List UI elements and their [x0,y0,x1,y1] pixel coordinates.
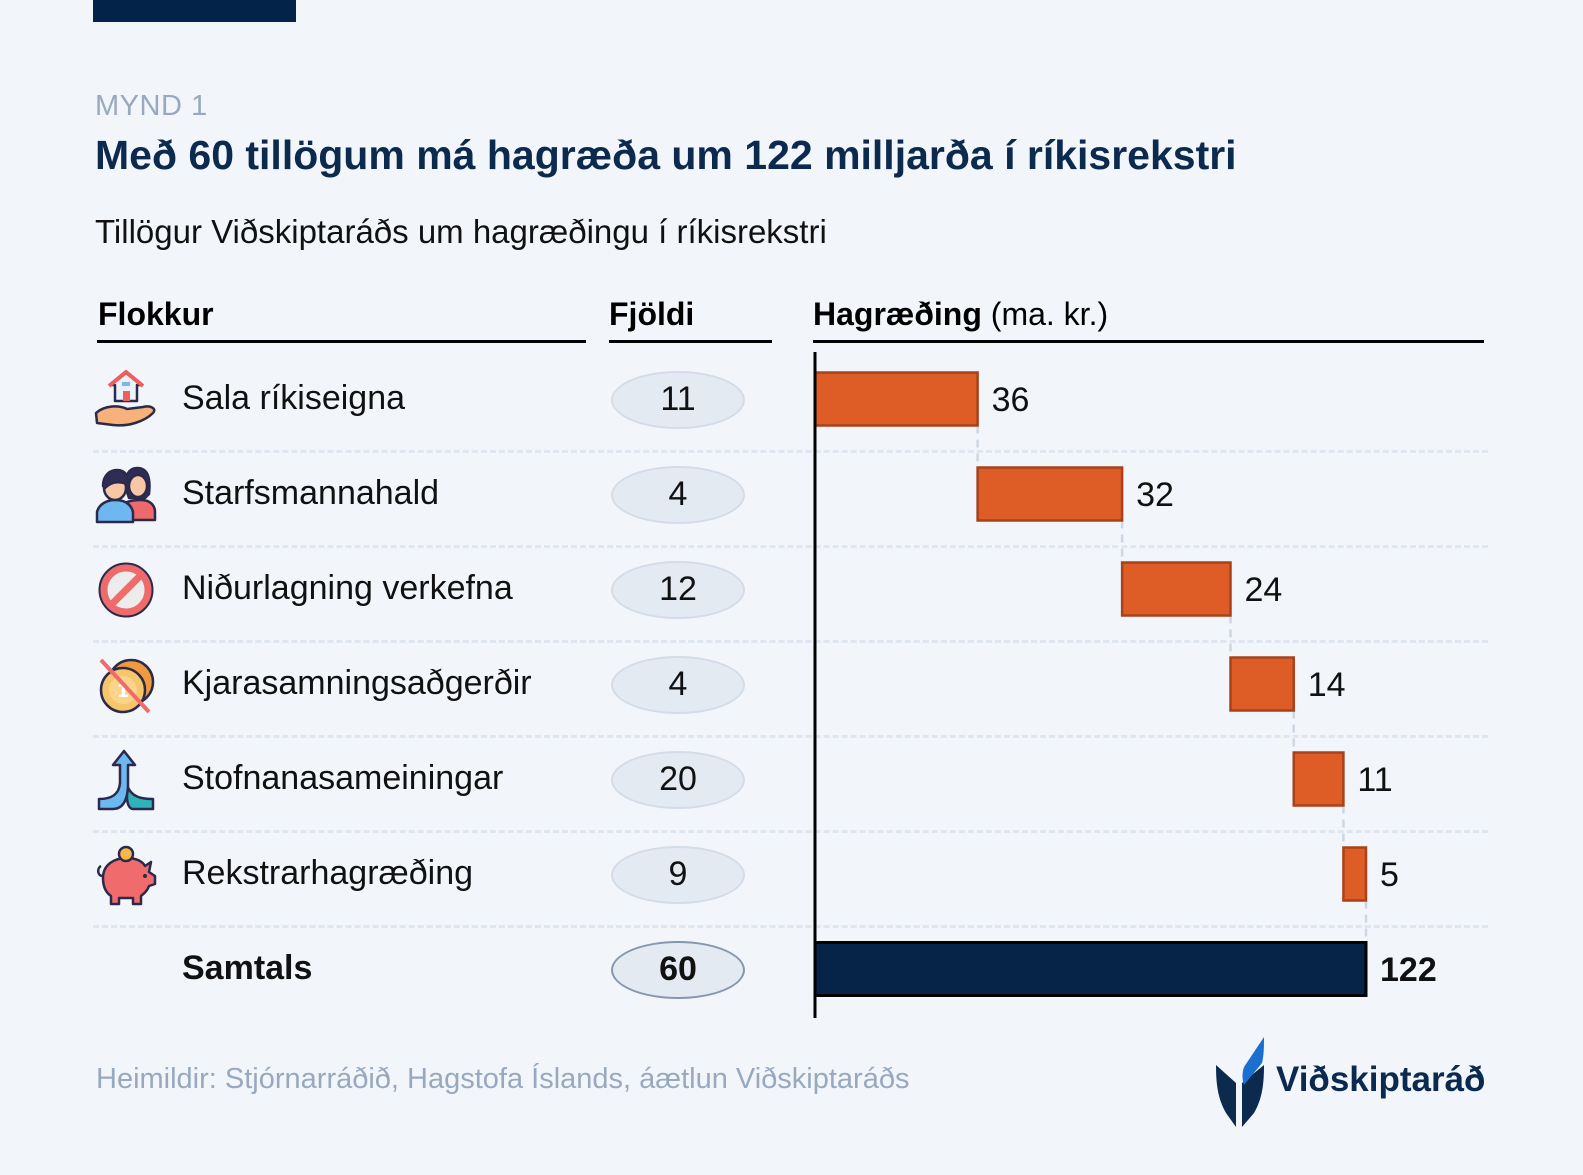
top-accent-bar [93,0,296,22]
piggy-bank-icon [97,845,157,905]
row-separator [93,830,1488,833]
waterfall-bar [1342,846,1368,902]
row-separator [93,450,1488,453]
chart-subtitle: Tillögur Viðskiptaráðs um hagræðingu í r… [95,213,827,250]
logo-text: Viðskiptaráð [1276,1060,1486,1099]
table-row: Rekstrarhagræðing 9 [93,827,808,922]
bar-value-label: 32 [1136,476,1174,514]
table-row: Stofnanasameiningar 20 [93,732,808,827]
total-value-label: 122 [1380,951,1437,989]
vidskiptarad-logo-icon [1216,1037,1264,1127]
waterfall-bar [1292,751,1345,807]
source-note: Heimildir: Stjórnarráðið, Hagstofa Íslan… [96,1063,910,1095]
row-label: Rekstrarhagræðing [182,853,474,892]
count-badge: 9 [611,845,745,904]
table-row: Sala ríkiseigna 11 [93,352,808,447]
row-separator [93,925,1488,928]
bar-value-label: 11 [1357,761,1392,799]
row-label: Niðurlagning verkefna [182,568,513,607]
row-separator [93,640,1488,643]
house-in-hand-icon [94,369,156,427]
waterfall-chart: 36 32 24 14 11 5 122 [813,352,1437,1018]
savings-header-unit: (ma. kr.) [990,296,1109,332]
table-row: Niðurlagning verkefna 12 [93,542,808,637]
chart-title: Með 60 tillögum má hagræða um 122 millja… [95,132,1237,178]
savings-header-label: Hagræðing [813,296,982,332]
total-bar [813,941,1368,997]
table-row: 1 Kjarasamningsaðgerðir 4 [93,637,808,732]
people-icon [95,466,157,523]
row-separator [93,735,1488,738]
total-count-badge: 60 [611,940,745,999]
waterfall-bar [976,466,1124,522]
prohibited-icon [98,562,154,617]
header-rule-category [97,340,586,343]
bar-value-label: 5 [1380,856,1399,894]
bar-value-label: 14 [1308,666,1346,704]
count-badge: 4 [611,465,745,524]
count-badge: 20 [611,750,745,809]
figure-label: MYND 1 [95,90,208,122]
row-label: Starfsmannahald [182,473,440,512]
bar-value-label: 24 [1245,571,1283,609]
row-separator [93,545,1488,548]
column-header-category: Flokkur [98,296,214,332]
count-badge: 11 [611,370,745,429]
bar-value-label: 36 [992,381,1030,419]
table-row: Starfsmannahald 4 [93,447,808,542]
count-badge: 12 [611,560,745,619]
column-header-savings: Hagræðing (ma. kr.) [813,296,1108,333]
header-rule-savings [813,340,1484,343]
merge-arrow-icon [97,749,155,810]
waterfall-bar [813,371,979,427]
header-rule-count [609,340,772,343]
row-label: Stofnanasameiningar [182,758,504,797]
row-label: Sala ríkiseigna [182,378,406,417]
waterfall-bar [1229,656,1295,712]
total-label: Samtals [182,948,313,987]
crossed-coin-icon: 1 [99,658,155,713]
column-header-count: Fjöldi [609,296,695,332]
row-label: Kjarasamningsaðgerðir [182,663,532,702]
table-row-total: Samtals 60 [93,922,808,1017]
count-badge: 4 [611,655,745,714]
waterfall-bar [1120,561,1232,617]
